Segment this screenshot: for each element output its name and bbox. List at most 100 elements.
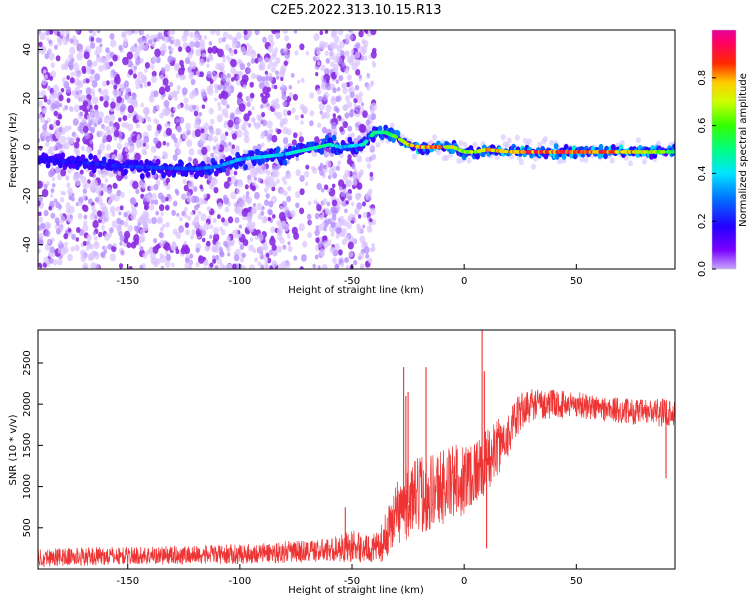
noise-speck bbox=[139, 245, 144, 252]
noise-speck bbox=[325, 160, 332, 169]
signal-core bbox=[672, 150, 675, 154]
noise-speck bbox=[66, 182, 71, 188]
noise-speck bbox=[234, 216, 240, 224]
noise-speck bbox=[109, 227, 114, 234]
noise-speck bbox=[235, 248, 241, 256]
noise-speck bbox=[94, 241, 98, 247]
noise-speck bbox=[65, 175, 70, 181]
noise-speck bbox=[355, 69, 361, 76]
noise-speck bbox=[122, 56, 129, 66]
noise-speck bbox=[366, 225, 373, 233]
noise-speck bbox=[228, 34, 233, 40]
noise-speck bbox=[217, 48, 224, 58]
noise-speck bbox=[127, 224, 133, 232]
noise-speck bbox=[69, 106, 74, 113]
noise-speck bbox=[151, 193, 157, 200]
noise-speck bbox=[340, 262, 345, 268]
noise-speck bbox=[69, 65, 74, 71]
noise-speck bbox=[297, 79, 301, 84]
noise-speck bbox=[159, 255, 167, 264]
noise-speck bbox=[332, 42, 338, 49]
noise-speck bbox=[210, 118, 215, 125]
noise-speck bbox=[227, 119, 234, 128]
noise-speck bbox=[151, 217, 157, 225]
noise-speck bbox=[252, 181, 256, 186]
noise-speck bbox=[319, 214, 325, 221]
noise-speck bbox=[159, 46, 164, 52]
noise-speck bbox=[366, 163, 372, 169]
noise-speck bbox=[119, 137, 123, 143]
noise-speck bbox=[109, 113, 116, 122]
noise-speck bbox=[56, 228, 61, 235]
noise-speck bbox=[222, 37, 226, 43]
noise-speck bbox=[103, 214, 110, 223]
noise-speck bbox=[309, 120, 314, 127]
noise-speck bbox=[217, 258, 223, 265]
signal-point bbox=[138, 159, 144, 167]
noise-speck bbox=[250, 58, 256, 64]
noise-speck bbox=[98, 231, 103, 238]
noise-speck bbox=[251, 185, 256, 192]
signal-point bbox=[259, 157, 265, 164]
noise-speck bbox=[159, 204, 165, 212]
signal-point bbox=[161, 172, 167, 179]
noise-speck bbox=[177, 126, 182, 133]
noise-speck bbox=[38, 248, 41, 254]
noise-speck bbox=[344, 257, 349, 264]
noise-speck bbox=[238, 118, 242, 123]
noise-speck bbox=[350, 48, 355, 54]
noise-speck bbox=[328, 167, 335, 176]
noise-speck bbox=[293, 232, 300, 240]
signal-point bbox=[475, 153, 480, 160]
noise-speck bbox=[226, 73, 231, 79]
noise-speck bbox=[92, 96, 99, 105]
noise-speck bbox=[362, 40, 369, 48]
noise-speck bbox=[68, 205, 75, 214]
noise-speck bbox=[324, 30, 329, 34]
noise-speck bbox=[287, 185, 292, 192]
y-tick-label: 0 bbox=[22, 144, 33, 150]
noise-speck bbox=[346, 222, 352, 230]
noise-speck bbox=[51, 176, 56, 182]
noise-speck bbox=[57, 113, 63, 120]
noise-speck bbox=[249, 237, 254, 243]
colorbar: 0.0 0.2 0.4 0.6 0.8 Normalized spectral ampl… bbox=[697, 29, 749, 277]
noise-speck bbox=[333, 56, 340, 64]
noise-speck bbox=[211, 245, 217, 253]
noise-speck bbox=[105, 125, 111, 132]
signal-point bbox=[319, 148, 325, 155]
noise-speck bbox=[214, 97, 218, 102]
signal-halo bbox=[466, 157, 472, 164]
noise-speck bbox=[367, 196, 372, 202]
noise-speck bbox=[129, 145, 135, 152]
noise-speck bbox=[163, 242, 171, 251]
noise-speck bbox=[342, 188, 347, 194]
signal-point bbox=[166, 170, 172, 178]
snr-series-line bbox=[38, 389, 675, 568]
noise-speck bbox=[135, 78, 141, 86]
noise-speck bbox=[168, 81, 174, 88]
noise-speck bbox=[44, 74, 48, 80]
noise-speck bbox=[87, 198, 93, 205]
noise-speck bbox=[295, 191, 301, 199]
noise-speck bbox=[164, 37, 169, 44]
noise-speck bbox=[108, 171, 114, 178]
noise-speck bbox=[294, 50, 299, 56]
noise-speck bbox=[38, 180, 43, 189]
noise-speck bbox=[201, 104, 206, 109]
noise-speck bbox=[165, 127, 172, 136]
noise-speck bbox=[144, 68, 148, 73]
noise-speck bbox=[180, 193, 186, 200]
noise-speck bbox=[54, 166, 61, 174]
noise-speck bbox=[60, 135, 67, 144]
noise-speck bbox=[304, 170, 310, 178]
noise-speck bbox=[355, 122, 360, 128]
noise-speck bbox=[350, 108, 354, 114]
noise-speck bbox=[87, 253, 94, 262]
noise-speck bbox=[198, 197, 204, 205]
noise-speck bbox=[51, 102, 57, 110]
noise-speck bbox=[283, 180, 288, 186]
noise-speck bbox=[345, 265, 350, 269]
y-tick-label: 20 bbox=[22, 92, 33, 105]
noise-speck bbox=[219, 226, 223, 232]
